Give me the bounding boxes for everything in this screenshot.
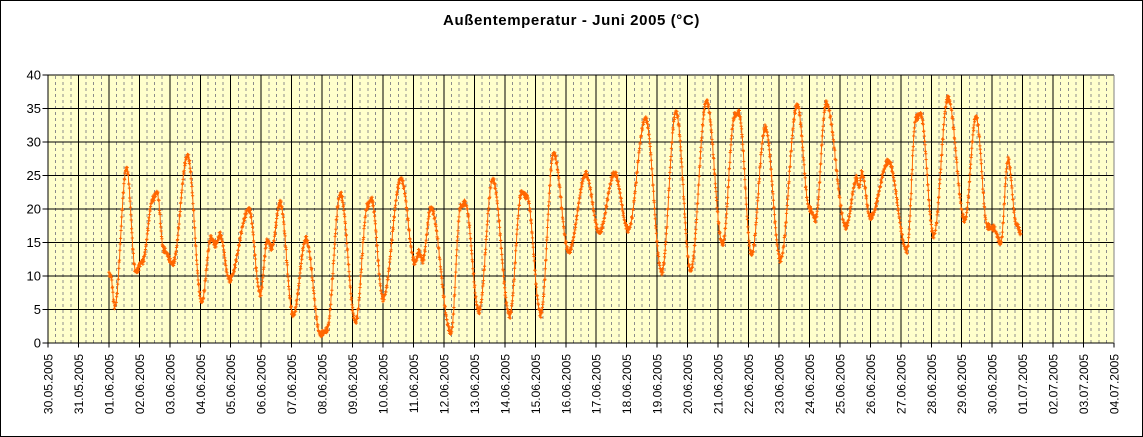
x-axis-label: 20.06.2005 xyxy=(681,354,695,414)
y-axis-label: 40 xyxy=(27,68,41,83)
x-axis-label: 31.05.2005 xyxy=(72,354,86,414)
x-axis-label: 01.07.2005 xyxy=(1016,354,1030,414)
x-axis-label: 03.06.2005 xyxy=(163,354,177,414)
x-axis-label: 25.06.2005 xyxy=(833,354,847,414)
x-axis-label: 07.06.2005 xyxy=(285,354,299,414)
x-axis-label: 12.06.2005 xyxy=(437,354,451,414)
x-axis-label: 05.06.2005 xyxy=(224,354,238,414)
y-axis-label: 5 xyxy=(34,302,41,317)
x-axis-label: 26.06.2005 xyxy=(864,354,878,414)
chart-title: Außentemperatur - Juni 2005 (°C) xyxy=(443,12,700,29)
y-axis-label: 15 xyxy=(27,235,41,250)
x-axis-label: 18.06.2005 xyxy=(620,354,634,414)
x-axis-label: 02.06.2005 xyxy=(133,354,147,414)
x-axis-label: 11.06.2005 xyxy=(407,354,421,413)
y-axis-label: 30 xyxy=(27,135,41,150)
x-axis-label: 01.06.2005 xyxy=(102,354,116,414)
x-axis-label: 04.07.2005 xyxy=(1108,354,1122,414)
y-axis-label: 20 xyxy=(27,202,41,217)
x-axis-label: 27.06.2005 xyxy=(894,354,908,414)
y-axis-label: 35 xyxy=(27,101,41,116)
x-axis-label: 23.06.2005 xyxy=(773,354,787,414)
x-axis-label: 04.06.2005 xyxy=(194,354,208,414)
x-axis-label: 06.06.2005 xyxy=(255,354,269,414)
x-axis-label: 22.06.2005 xyxy=(742,354,756,414)
axis-ticks xyxy=(42,74,1115,348)
x-axis-label: 28.06.2005 xyxy=(925,354,939,414)
y-axis-label: 25 xyxy=(27,168,41,183)
x-axis-label: 14.06.2005 xyxy=(498,354,512,414)
x-axis-labels: 30.05.2005 31.05.2005 01.06.2005 02.06.2005… xyxy=(42,354,1122,414)
x-axis-label: 10.06.2005 xyxy=(377,354,391,414)
horizontal-gridlines xyxy=(48,74,1114,344)
x-axis-label: 03.07.2005 xyxy=(1077,354,1091,414)
x-axis-label: 30.06.2005 xyxy=(986,354,1000,414)
x-axis-label: 15.06.2005 xyxy=(529,354,543,414)
x-axis-label: 19.06.2005 xyxy=(651,354,665,414)
x-axis-label: 13.06.2005 xyxy=(468,354,482,414)
x-axis-label: 30.05.2005 xyxy=(42,354,56,414)
x-axis-label: 08.06.2005 xyxy=(316,354,330,414)
x-axis-label: 17.06.2005 xyxy=(590,354,604,414)
y-axis-label: 10 xyxy=(27,269,41,284)
y-axis-label: 0 xyxy=(34,336,41,351)
y-axis-labels: 40 35 30 25 20 15 10 5 0 xyxy=(27,68,41,351)
temperature-markers xyxy=(107,94,1023,339)
x-axis-label: 09.06.2005 xyxy=(346,354,360,414)
x-axis-label: 29.06.2005 xyxy=(955,354,969,414)
x-axis-label: 16.06.2005 xyxy=(559,354,573,414)
x-axis-label: 02.07.2005 xyxy=(1047,354,1061,414)
x-axis-label: 24.06.2005 xyxy=(803,354,817,414)
x-axis-label: 21.06.2005 xyxy=(712,354,726,414)
